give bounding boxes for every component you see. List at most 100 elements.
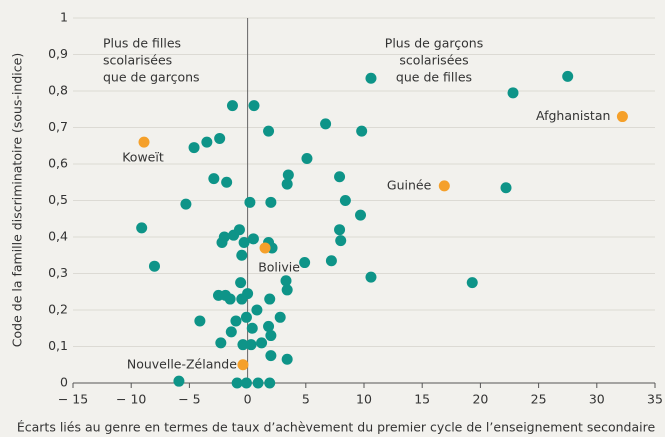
point-label: Nouvelle-Zélande	[127, 356, 237, 371]
annotation: Plus de garçons	[385, 36, 483, 51]
point	[263, 320, 275, 332]
point	[281, 284, 293, 296]
point	[320, 118, 332, 130]
y-tick-label: 0,6	[48, 156, 68, 171]
annotation: scolarisées	[103, 53, 172, 68]
point	[214, 132, 226, 144]
point	[264, 377, 276, 389]
point	[334, 224, 346, 236]
point	[240, 377, 252, 389]
point	[301, 153, 313, 165]
point	[339, 195, 351, 206]
x-tick-label: 25	[531, 392, 547, 407]
point	[180, 198, 192, 210]
x-tick-label: − 10	[116, 392, 146, 407]
point	[136, 222, 148, 234]
point	[246, 322, 258, 334]
point	[240, 311, 252, 323]
point	[237, 359, 249, 371]
x-tick-label: 10	[356, 392, 372, 407]
point	[226, 100, 238, 112]
point	[173, 375, 185, 387]
point	[236, 293, 248, 305]
point-label: Bolivie	[258, 259, 300, 274]
point	[281, 353, 293, 365]
point	[334, 171, 346, 183]
point	[148, 260, 160, 272]
point-label: Afghanistan	[536, 108, 610, 123]
y-tick-label: 0,9	[48, 46, 68, 61]
y-tick-label: 0,4	[48, 229, 68, 244]
y-tick-label: 0,2	[48, 302, 68, 317]
point	[438, 180, 450, 192]
point	[616, 111, 628, 123]
annotation: que de filles	[396, 70, 472, 85]
point	[194, 315, 206, 327]
point	[282, 169, 294, 181]
point	[280, 275, 292, 287]
point	[231, 377, 243, 389]
annotation: Plus de filles	[103, 36, 181, 51]
point	[562, 70, 574, 82]
point	[264, 293, 276, 305]
annotation: scolarisées	[399, 53, 468, 68]
point	[237, 339, 249, 351]
point	[252, 377, 264, 389]
point-label: Guinée	[387, 177, 432, 192]
point	[281, 178, 293, 190]
point	[265, 350, 277, 362]
x-tick-label: 15	[414, 392, 430, 407]
point	[466, 277, 478, 289]
point	[221, 176, 233, 188]
point	[365, 72, 377, 84]
x-tick-label: − 5	[178, 392, 200, 407]
x-tick-label: 5	[302, 392, 310, 407]
point	[228, 229, 240, 241]
point	[259, 242, 271, 254]
y-tick-label: 0,1	[48, 338, 68, 353]
point	[263, 125, 275, 137]
point	[274, 311, 286, 323]
annotation: que de garçons	[103, 70, 200, 85]
x-tick-label: 20	[472, 392, 488, 407]
y-tick-label: 0,7	[48, 119, 68, 134]
point	[265, 330, 277, 342]
point	[355, 209, 367, 221]
x-tick-label: 30	[589, 392, 605, 407]
point	[238, 236, 250, 248]
point	[247, 233, 259, 245]
point	[215, 337, 227, 349]
y-tick-label: 0,3	[48, 265, 68, 280]
point	[236, 249, 248, 261]
point	[216, 236, 228, 248]
point	[188, 142, 200, 154]
point	[235, 277, 247, 289]
point	[325, 255, 337, 267]
point	[224, 293, 236, 305]
y-axis-label: Code de la famille discriminatoire (sous…	[10, 53, 25, 347]
point	[244, 196, 256, 208]
point	[365, 271, 377, 283]
point	[225, 326, 237, 338]
point	[208, 173, 220, 185]
x-tick-label: 35	[647, 392, 663, 407]
point	[248, 100, 260, 112]
point	[507, 87, 519, 99]
point	[245, 339, 257, 351]
point	[251, 304, 263, 316]
y-tick-label: 0	[60, 375, 68, 390]
point	[265, 196, 277, 208]
point-label: Koweït	[122, 150, 164, 165]
y-tick-label: 1	[60, 10, 68, 25]
x-axis-label: Écarts liés au genre en termes de taux d…	[17, 420, 656, 435]
x-tick-label: − 15	[58, 392, 88, 407]
point	[356, 125, 368, 137]
point	[138, 136, 150, 148]
point	[256, 337, 268, 349]
y-tick-label: 0,8	[48, 83, 68, 98]
point	[335, 235, 347, 247]
point	[230, 315, 242, 327]
point	[500, 182, 512, 194]
